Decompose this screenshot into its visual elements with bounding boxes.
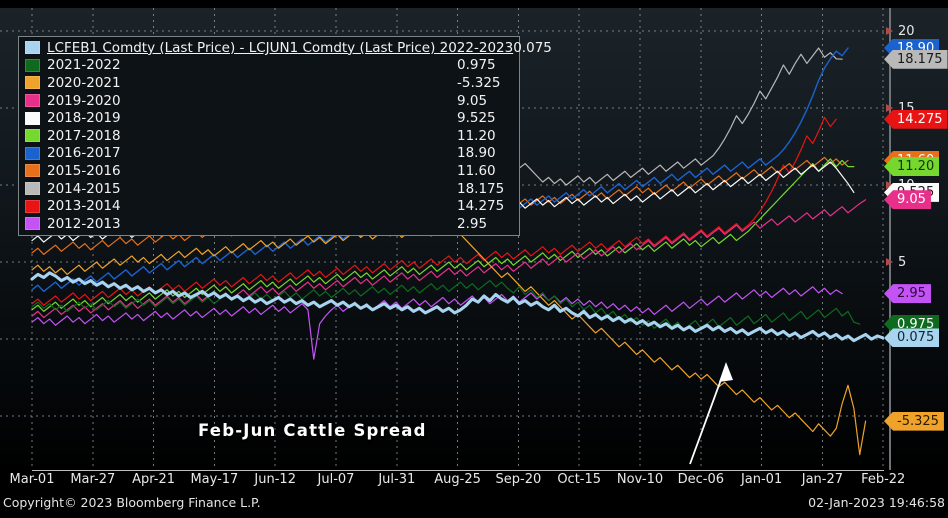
date-axis-label: Dec-06 — [677, 472, 724, 487]
price-tag[interactable]: 18.175 — [884, 49, 948, 69]
chart-legend[interactable]: LCFEB1 Comdty (Last Price) - LCJUN1 Comd… — [18, 36, 552, 236]
legend-series-label: 2021-2022 — [47, 57, 121, 74]
date-axis: Mar-01 Mar-27 Apr-21 May-17 Jun-12 Jul-07 Jul-… — [0, 470, 948, 494]
legend-series-value: 18.175 — [457, 180, 505, 197]
date-axis-label: Jan-01 — [740, 472, 783, 487]
legend-series-label: 2018-2019 — [47, 110, 121, 127]
price-tag[interactable]: 0.075 — [884, 328, 940, 348]
legend-series-label: 2016-2017 — [47, 145, 121, 162]
legend-color-swatch — [25, 164, 40, 178]
date-axis-label: Mar-27 — [70, 472, 116, 487]
legend-row[interactable]: 2018-2019 9.525 — [19, 109, 519, 127]
chart-arrow-annotation — [689, 362, 733, 465]
legend-row[interactable]: 2012-2013 2.95 — [19, 215, 519, 233]
legend-series-label: LCFEB1 Comdty (Last Price) - LCJUN1 Comd… — [47, 39, 514, 56]
legend-row[interactable]: LCFEB1 Comdty (Last Price) - LCJUN1 Comd… — [19, 39, 552, 57]
legend-series-label: 2017-2018 — [47, 127, 121, 144]
price-tag[interactable]: 14.275 — [884, 109, 948, 129]
legend-series-value: 9.05 — [457, 92, 488, 109]
price-tag[interactable]: 11.20 — [884, 157, 940, 177]
price-tag[interactable]: 2.95 — [884, 284, 931, 304]
date-axis-label: Jan-27 — [801, 472, 844, 487]
legend-series-label: 2013-2014 — [47, 198, 121, 215]
axis-tick-label: 20 — [898, 24, 915, 40]
axis-tick-marker — [886, 181, 893, 190]
axis-spine — [889, 8, 891, 470]
legend-color-swatch — [25, 146, 40, 160]
date-axis-label: Oct-15 — [557, 472, 602, 487]
legend-row[interactable]: 2015-2016 11.60 — [19, 162, 519, 180]
legend-row[interactable]: 2019-2020 9.05 — [19, 92, 519, 110]
legend-series-value: 0.975 — [457, 57, 496, 74]
legend-series-label: 2014-2015 — [47, 180, 121, 197]
date-axis-label: Mar-01 — [9, 472, 55, 487]
legend-color-swatch — [25, 41, 40, 55]
timestamp-text: 02-Jan-2023 19:46:58 — [808, 495, 945, 510]
date-axis-label: Sep-20 — [495, 472, 542, 487]
legend-color-swatch — [25, 129, 40, 143]
legend-color-swatch — [25, 217, 40, 231]
price-tag[interactable]: -5.325 — [884, 411, 944, 431]
legend-series-value: 11.20 — [457, 127, 496, 144]
legend-row[interactable]: 2014-2015 18.175 — [19, 180, 519, 198]
footer-bar: Copyright© 2023 Bloomberg Finance L.P. 0… — [0, 492, 948, 518]
copyright-text: Copyright© 2023 Bloomberg Finance L.P. — [3, 495, 261, 510]
axis-tick-marker — [886, 258, 893, 267]
legend-row[interactable]: 2021-2022 0.975 — [19, 57, 519, 75]
axis-baseline — [32, 470, 884, 471]
right-price-axis[interactable]: 201510518.9018.17514.27511.6011.209.5259… — [884, 8, 948, 470]
legend-color-swatch — [25, 111, 40, 125]
legend-series-label: 2019-2020 — [47, 92, 121, 109]
legend-color-swatch — [25, 94, 40, 108]
date-axis-label: Feb-22 — [861, 472, 906, 487]
date-axis-label: Nov-10 — [616, 472, 664, 487]
legend-color-swatch — [25, 58, 40, 72]
date-axis-label: Apr-21 — [132, 472, 176, 487]
legend-series-value: 2.95 — [457, 215, 488, 232]
legend-row[interactable]: 2017-2018 11.20 — [19, 127, 519, 145]
axis-tick-marker — [886, 27, 893, 36]
legend-row[interactable]: 2016-2017 18.90 — [19, 145, 519, 163]
legend-series-value: 11.60 — [457, 162, 496, 179]
legend-row[interactable]: 2013-2014 14.275 — [19, 197, 519, 215]
legend-series-value: 0.075 — [513, 39, 552, 56]
chart-annotation-label: Feb-Jun Cattle Spread — [198, 421, 427, 440]
axis-tick-marker — [886, 104, 893, 113]
date-axis-label: Aug-25 — [434, 472, 481, 487]
legend-series-value: 18.90 — [457, 145, 496, 162]
legend-series-label: 2015-2016 — [47, 162, 121, 179]
legend-series-label: 2020-2021 — [47, 74, 121, 91]
legend-series-label: 2012-2013 — [47, 215, 121, 232]
date-axis-label: Jun-12 — [254, 472, 296, 487]
legend-series-value: 9.525 — [457, 110, 496, 127]
legend-row[interactable]: 2020-2021 -5.325 — [19, 74, 519, 92]
chart-plot-area[interactable]: Feb-Jun Cattle Spread LCFEB1 Comdty (Las… — [0, 8, 884, 470]
legend-series-value: 14.275 — [457, 198, 505, 215]
price-tag[interactable]: 9.05 — [884, 190, 931, 210]
legend-color-swatch — [25, 76, 40, 90]
legend-color-swatch — [25, 199, 40, 213]
date-axis-label: Jul-31 — [378, 472, 416, 487]
chart-gridlines — [0, 8, 884, 470]
legend-color-swatch — [25, 182, 40, 196]
date-axis-label: May-17 — [190, 472, 239, 487]
axis-tick-label: 5 — [898, 255, 907, 271]
date-axis-label: Jul-07 — [317, 472, 355, 487]
legend-series-value: -5.325 — [457, 74, 501, 91]
